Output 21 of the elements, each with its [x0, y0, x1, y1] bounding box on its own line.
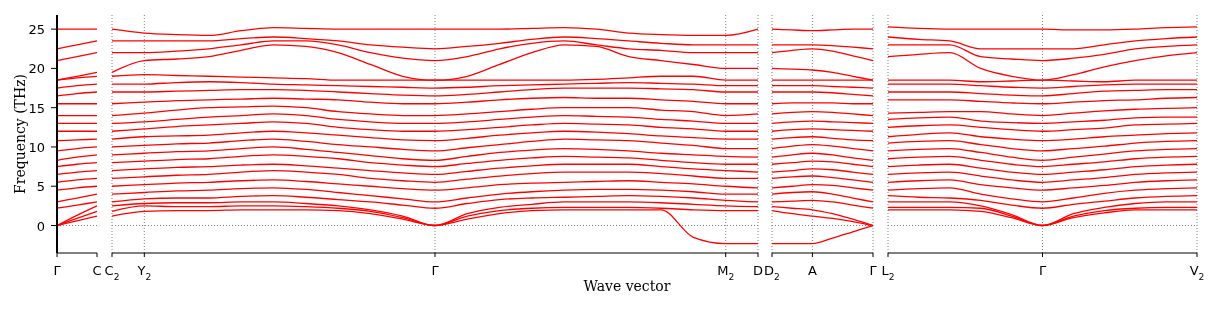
x-tick-label: C [92, 263, 102, 278]
x-tick-label: D [752, 263, 764, 278]
x-tick-label: A [807, 263, 817, 278]
y-axis-title: Frequency (THz) [11, 73, 28, 195]
x-tick-label: Γ [869, 263, 878, 278]
y-tick-label: 5 [36, 179, 45, 195]
x-tick-label: D$_{2}$ [764, 263, 780, 282]
x-tick-label: Γ [1038, 263, 1047, 278]
x-axis-title: Wave vector [583, 278, 671, 294]
x-tick-label: M$_{2}$ [717, 263, 735, 282]
y-tick-label: 20 [28, 61, 45, 77]
x-tick-label: V$_{2}$ [1189, 263, 1205, 282]
y-tick-label: 0 [36, 218, 45, 234]
x-tick-label: C$_{2}$ [104, 263, 120, 282]
x-tick-label: Γ [53, 263, 62, 278]
x-tick-label: Γ [431, 263, 440, 278]
y-tick-label: 10 [28, 139, 45, 155]
x-tick-label: Y$_{2}$ [136, 263, 152, 282]
x-tick-label: L$_{2}$ [881, 263, 895, 282]
y-tick-label: 25 [28, 22, 45, 38]
y-tick-label: 15 [28, 100, 45, 116]
